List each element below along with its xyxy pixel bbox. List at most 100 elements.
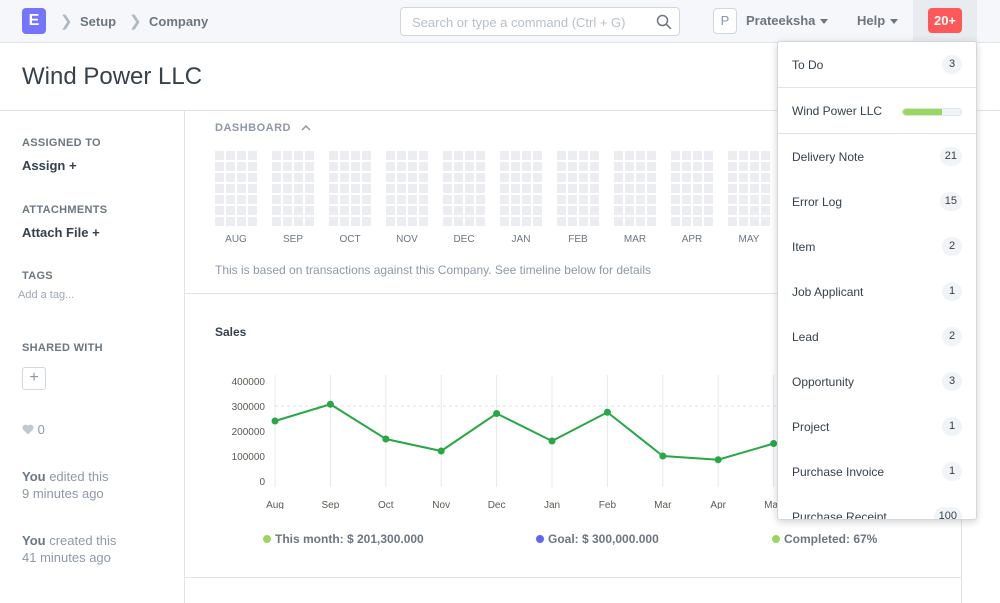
like-button[interactable]: 0: [22, 422, 45, 437]
heatmap-cell: [454, 162, 463, 171]
notification-item[interactable]: Error Log 15: [778, 179, 976, 224]
heatmap-cell: [693, 173, 702, 182]
series-line: [274, 403, 774, 461]
data-point[interactable]: [659, 452, 667, 460]
notification-item[interactable]: Delivery Note 21: [778, 134, 976, 179]
heatmap-cell: [248, 173, 257, 182]
data-point[interactable]: [326, 400, 334, 408]
add-share-button[interactable]: +: [22, 367, 46, 390]
avatar[interactable]: P: [713, 8, 737, 34]
assign-button[interactable]: Assign +: [22, 158, 77, 173]
breadcrumb-setup[interactable]: Setup: [80, 14, 117, 29]
notification-item[interactable]: Lead 2: [778, 314, 976, 359]
data-point[interactable]: [714, 456, 722, 464]
search-input[interactable]: Search or type a command (Ctrl + G): [400, 7, 680, 36]
notification-item[interactable]: Opportunity 3: [778, 359, 976, 404]
heatmap-cell: [500, 162, 509, 171]
chevron-right-icon: ❯: [60, 13, 73, 30]
data-point[interactable]: [493, 410, 501, 417]
heatmap-cell: [590, 162, 599, 171]
chevron-up-icon: [301, 124, 311, 131]
heatmap-cell: [237, 206, 246, 215]
notification-item-label: Opportunity: [792, 375, 855, 389]
heatmap-cell: [579, 217, 588, 226]
heatmap-cell: [329, 184, 338, 193]
add-tag-input[interactable]: Add a tag...: [18, 289, 75, 301]
heatmap-cell: [454, 151, 463, 160]
notification-item[interactable]: Item 2: [778, 224, 976, 269]
activity-time: 9 minutes ago: [22, 486, 104, 501]
notification-item[interactable]: Wind Power LLC: [778, 88, 976, 133]
heatmap-cell: [636, 184, 645, 193]
heatmap-cell: [614, 184, 623, 193]
heatmap-cell: [647, 162, 656, 171]
search-icon[interactable]: [655, 13, 673, 31]
heatmap-cell: [476, 151, 485, 160]
heatmap-cell: [419, 206, 428, 215]
heatmap-cell: [305, 162, 314, 171]
heatmap-cell: [522, 206, 531, 215]
heatmap-cell: [568, 217, 577, 226]
heatmap-cell: [397, 206, 406, 215]
heatmap-cell: [283, 151, 292, 160]
y-tick-label: 400000: [232, 377, 266, 388]
heatmap-cell: [579, 184, 588, 193]
data-point[interactable]: [271, 417, 279, 425]
help-menu[interactable]: Help: [857, 13, 899, 28]
heatmap-cell: [215, 184, 224, 193]
data-point[interactable]: [548, 437, 556, 445]
notification-item[interactable]: Project 1: [778, 404, 976, 449]
heart-icon: [22, 424, 34, 435]
heatmap-cell: [248, 162, 257, 171]
data-point[interactable]: [382, 435, 390, 443]
heatmap-cell: [704, 195, 713, 204]
breadcrumb-company[interactable]: Company: [149, 14, 209, 29]
heatmap-cell: [704, 184, 713, 193]
heatmap-cell: [636, 151, 645, 160]
x-tick-label: Oct: [378, 500, 394, 509]
heatmap-cell: [739, 184, 748, 193]
attach-file-button[interactable]: Attach File +: [22, 225, 100, 240]
dashboard-toggle[interactable]: DASHBOARD: [215, 122, 311, 134]
notification-item[interactable]: To Do 3: [778, 42, 976, 87]
data-point[interactable]: [603, 408, 611, 416]
notification-item[interactable]: Job Applicant 1: [778, 269, 976, 314]
heatmap-cell: [590, 173, 599, 182]
user-menu[interactable]: Prateeksha: [746, 13, 829, 28]
notification-item[interactable]: Purchase Receipt 100: [778, 494, 976, 519]
heatmap-cell: [305, 173, 314, 182]
heatmap-cell: [294, 217, 303, 226]
notification-count-badge: 100: [933, 507, 962, 519]
notification-badge[interactable]: 20+: [928, 8, 962, 33]
heatmap-cell: [419, 173, 428, 182]
heatmap-cell: [397, 173, 406, 182]
heatmap-cell: [408, 151, 417, 160]
heatmap-cell: [419, 217, 428, 226]
heatmap-cell: [590, 151, 599, 160]
heatmap-cell: [750, 195, 759, 204]
tags-label: TAGS: [22, 270, 53, 282]
notification-item[interactable]: Purchase Invoice 1: [778, 449, 976, 494]
notifications-toggle[interactable]: 20+: [913, 0, 977, 43]
search-placeholder: Search or type a command (Ctrl + G): [412, 15, 626, 30]
app-logo[interactable]: E: [22, 8, 46, 34]
heatmap-cell: [522, 151, 531, 160]
heatmap-cell: [272, 162, 281, 171]
notification-count-badge: 1: [942, 417, 962, 436]
heatmap-cell: [522, 217, 531, 226]
notification-item-label: Item: [792, 240, 816, 254]
heatmap-cell: [226, 184, 235, 193]
heatmap-cell: [443, 184, 452, 193]
heatmap-month-label: APR: [681, 234, 703, 245]
heatmap-cell: [590, 195, 599, 204]
data-point[interactable]: [770, 440, 778, 447]
x-tick-label: Sep: [322, 500, 340, 509]
heatmap-month-label: FEB: [568, 234, 588, 245]
heatmap-cell: [636, 217, 645, 226]
heatmap-cell: [476, 195, 485, 204]
heatmap-cell: [693, 206, 702, 215]
heatmap-cell: [533, 206, 542, 215]
notification-item-label: Error Log: [792, 195, 843, 209]
data-point[interactable]: [437, 447, 445, 455]
heatmap-month-label: OCT: [339, 234, 361, 245]
